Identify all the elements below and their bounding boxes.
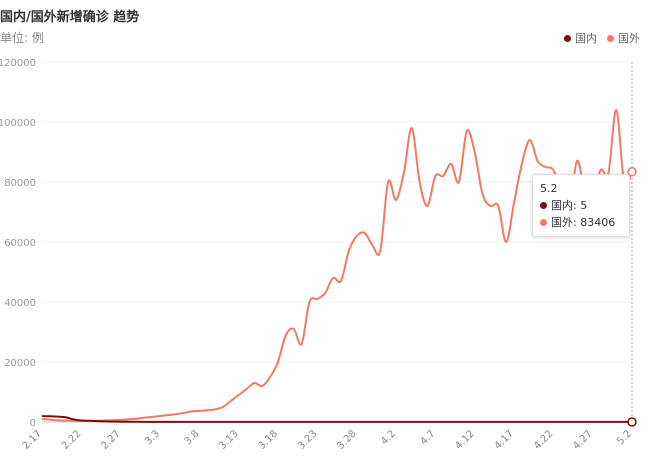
y-tick-label: 40000 — [4, 298, 36, 309]
x-tick-label: 4.22 — [532, 428, 556, 452]
y-tick-label: 0 — [30, 418, 36, 429]
y-tick-label: 120000 — [0, 58, 36, 69]
x-tick-label: 3.28 — [335, 428, 359, 452]
series-line-foreign — [41, 108, 633, 422]
legend-label-foreign: 国外 — [618, 32, 640, 45]
x-tick-label: 3.13 — [217, 428, 241, 452]
x-tick-label: 2.22 — [60, 428, 84, 452]
legend-dot-domestic — [564, 34, 571, 42]
tooltip-dot-foreign — [540, 219, 547, 226]
x-tick-label: 5.2 — [615, 428, 634, 447]
tooltip-dot-domestic — [540, 202, 547, 209]
y-tick-label: 60000 — [4, 238, 36, 249]
x-tick-label: 4.17 — [493, 428, 517, 452]
legend-label-domestic: 国内 — [575, 32, 597, 45]
legend-dot-foreign — [607, 34, 614, 42]
x-tick-label: 4.7 — [418, 428, 437, 447]
x-tick-label: 4.2 — [379, 428, 398, 447]
x-tick-label: 3.18 — [257, 428, 281, 452]
x-tick-label: 3.23 — [296, 428, 320, 452]
y-tick-label: 80000 — [4, 178, 36, 189]
x-tick-label: 3.8 — [182, 428, 201, 447]
tooltip: 5.2 国内: 5 国外: 83406 — [532, 174, 630, 237]
x-tick-label: 4.27 — [571, 428, 595, 452]
tooltip-row-foreign: 国外: 83406 — [540, 214, 622, 231]
y-tick-label: 20000 — [4, 358, 36, 369]
series-line-domestic — [41, 415, 633, 423]
tooltip-label-domestic: 国内: 5 — [551, 199, 588, 212]
y-tick-label: 100000 — [0, 118, 36, 129]
x-tick-label: 2.17 — [21, 428, 45, 452]
chart-subtitle: 单位: 例 — [0, 31, 44, 45]
legend-item-foreign[interactable]: 国外 — [607, 30, 640, 46]
legend[interactable]: 国内 国外 — [564, 30, 640, 46]
tooltip-row-domestic: 国内: 5 — [540, 197, 622, 214]
hover-point-foreign — [627, 167, 637, 177]
chart-title: 国内/国外新增确诊 趋势 — [0, 10, 140, 25]
x-tick-label: 4.12 — [453, 428, 477, 452]
tooltip-date: 5.2 — [540, 182, 558, 195]
hover-point-domestic — [627, 417, 637, 427]
legend-item-domestic[interactable]: 国内 — [564, 30, 597, 46]
tooltip-label-foreign: 国外: 83406 — [551, 216, 616, 229]
x-tick-label: 3.3 — [143, 428, 162, 447]
x-tick-label: 2.27 — [99, 428, 123, 452]
